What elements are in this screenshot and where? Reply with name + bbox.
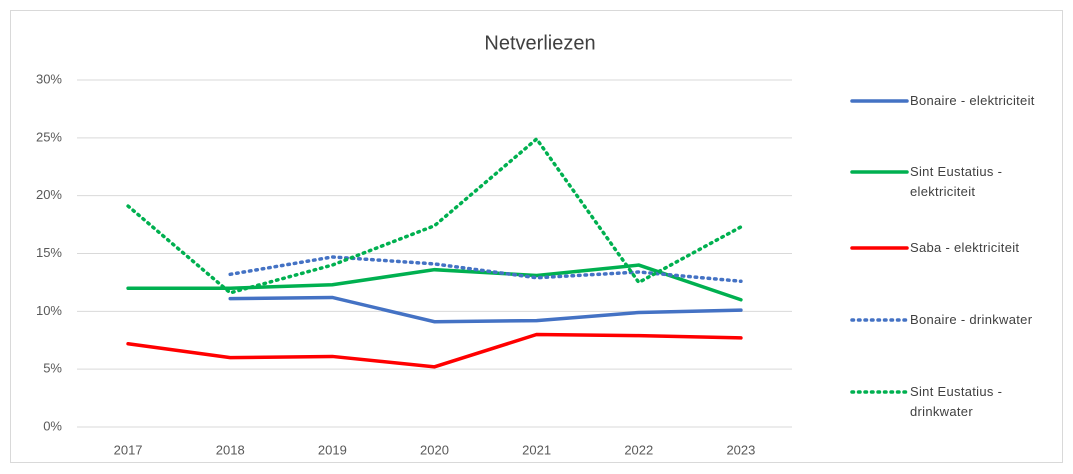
legend-label: Sint Eustatius - drinkwater bbox=[910, 384, 1003, 419]
legend-label: Bonaire - elektriciteit bbox=[910, 93, 1035, 108]
x-tick-label: 2019 bbox=[318, 442, 347, 457]
series-line bbox=[228, 295, 743, 324]
y-tick-label: 30% bbox=[36, 71, 62, 86]
series-line bbox=[126, 136, 743, 295]
chart-frame bbox=[10, 10, 1063, 463]
x-tick-label: 2017 bbox=[114, 442, 143, 457]
series-line bbox=[126, 332, 743, 369]
y-tick-label: 25% bbox=[36, 129, 62, 144]
y-tick-label: 20% bbox=[36, 187, 62, 202]
x-tick-label: 2023 bbox=[726, 442, 755, 457]
y-tick-label: 15% bbox=[36, 245, 62, 260]
legend-label: Saba - elektriciteit bbox=[910, 240, 1020, 255]
chart-title: Netverliezen bbox=[484, 32, 595, 54]
series-line bbox=[126, 263, 743, 302]
x-tick-label: 2020 bbox=[420, 442, 449, 457]
y-tick-label: 0% bbox=[43, 418, 62, 433]
x-tick-label: 2018 bbox=[216, 442, 245, 457]
legend-label: Sint Eustatius - elektriciteit bbox=[910, 164, 1003, 199]
y-tick-label: 10% bbox=[36, 303, 62, 318]
x-tick-label: 2021 bbox=[522, 442, 551, 457]
x-tick-label: 2022 bbox=[624, 442, 653, 457]
y-tick-label: 5% bbox=[43, 361, 62, 376]
legend-label: Bonaire - drinkwater bbox=[910, 312, 1033, 327]
